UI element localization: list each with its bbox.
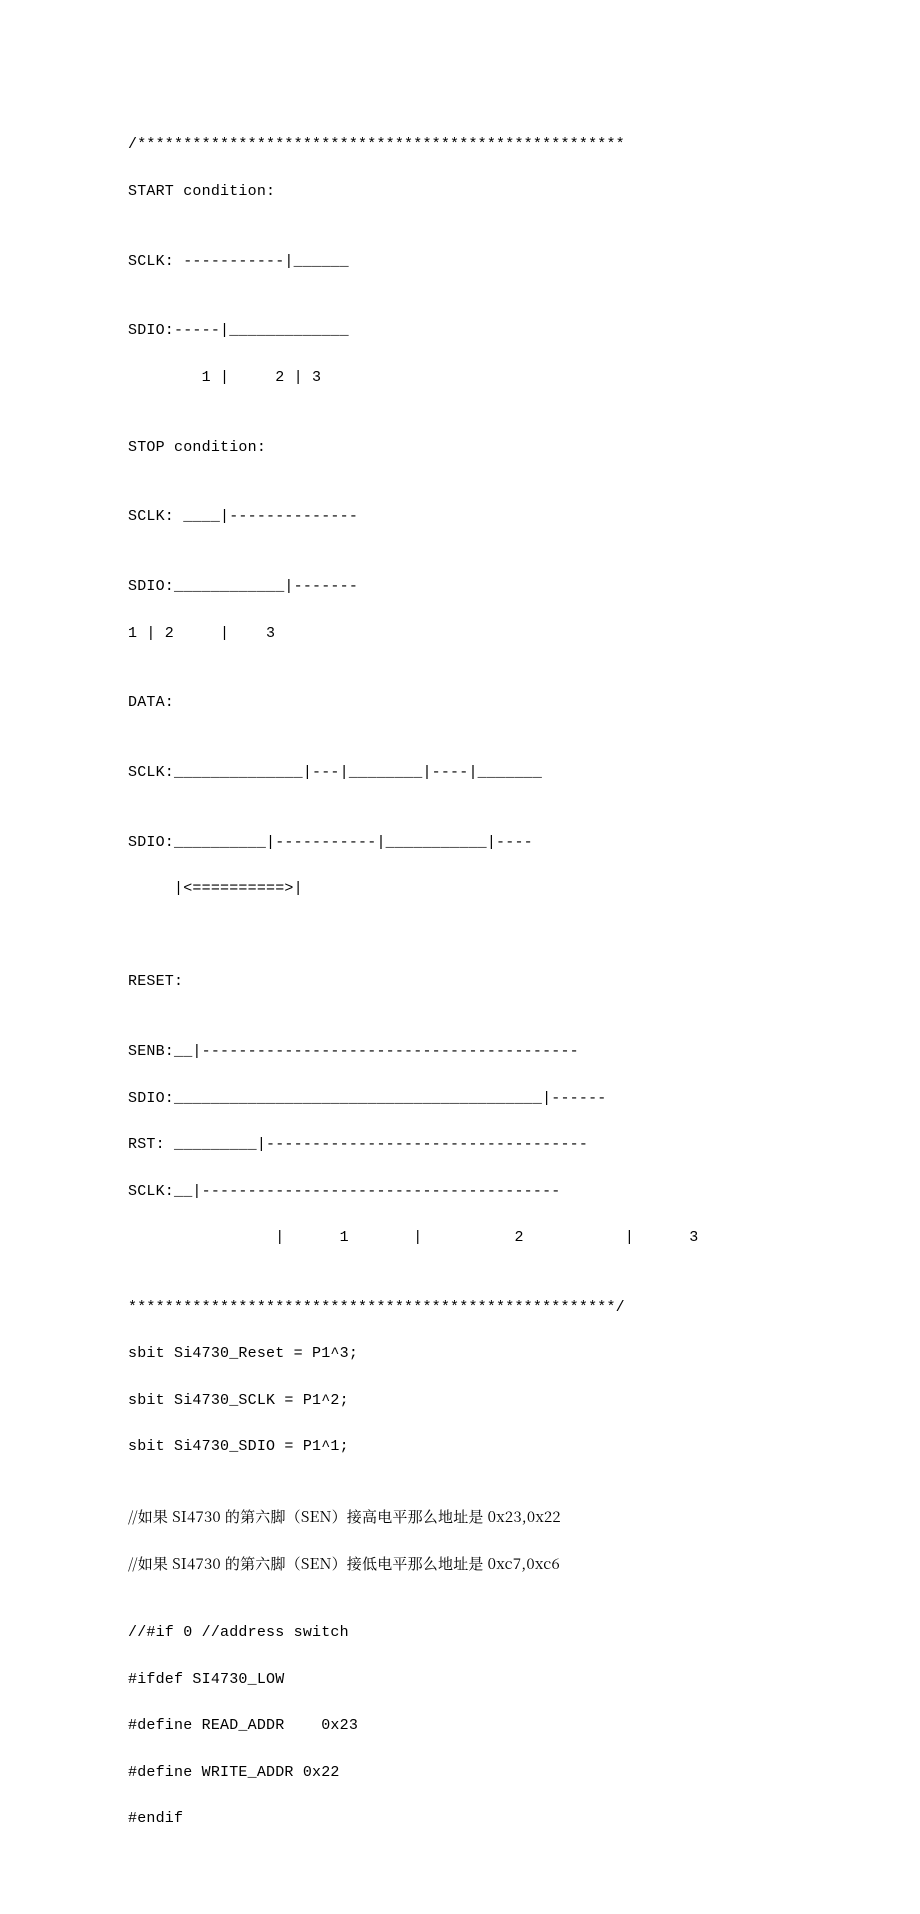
code-line: //如果 SI4730 的第六脚（SEN）接高电平那么地址是 0x23,0x22 bbox=[128, 1505, 860, 1528]
code-line: ****************************************… bbox=[128, 1296, 860, 1319]
code-line: 1 | 2 | 3 bbox=[128, 622, 860, 645]
code-line: SCLK: ____|-------------- bbox=[128, 505, 860, 528]
code-line: //#if 0 //address switch bbox=[128, 1621, 860, 1644]
code-line: | 1 | 2 | 3 bbox=[128, 1226, 860, 1249]
code-line: SDIO:____________|------- bbox=[128, 575, 860, 598]
code-line: #endif bbox=[128, 1807, 860, 1830]
code-line: //如果 SI4730 的第六脚（SEN）接低电平那么地址是 0xc7,0xc6 bbox=[128, 1552, 860, 1575]
code-line: STOP condition: bbox=[128, 436, 860, 459]
code-line: sbit Si4730_SDIO = P1^1; bbox=[128, 1435, 860, 1458]
code-line: /***************************************… bbox=[128, 133, 860, 156]
code-line: START condition: bbox=[128, 180, 860, 203]
code-line: SCLK:__|--------------------------------… bbox=[128, 1180, 860, 1203]
code-document: /***************************************… bbox=[0, 0, 920, 1914]
code-line: RESET: bbox=[128, 970, 860, 993]
code-line: |<==========>| bbox=[128, 877, 860, 900]
code-line: sbit Si4730_SCLK = P1^2; bbox=[128, 1389, 860, 1412]
code-line: RST: _________|-------------------------… bbox=[128, 1133, 860, 1156]
code-line: #ifdef SI4730_LOW bbox=[128, 1668, 860, 1691]
code-line: SDIO:___________________________________… bbox=[128, 1087, 860, 1110]
code-line: 1 | 2 | 3 bbox=[128, 366, 860, 389]
code-line: sbit Si4730_Reset = P1^3; bbox=[128, 1342, 860, 1365]
code-line: SCLK: -----------|______ bbox=[128, 250, 860, 273]
code-line: #define WRITE_ADDR 0x22 bbox=[128, 1761, 860, 1784]
code-line: #define READ_ADDR 0x23 bbox=[128, 1714, 860, 1737]
code-line: DATA: bbox=[128, 691, 860, 714]
code-line: SCLK:______________|---|________|----|__… bbox=[128, 761, 860, 784]
code-line: SENB:__|--------------------------------… bbox=[128, 1040, 860, 1063]
code-line: SDIO:__________|-----------|___________|… bbox=[128, 831, 860, 854]
code-line: SDIO:-----|_____________ bbox=[128, 319, 860, 342]
